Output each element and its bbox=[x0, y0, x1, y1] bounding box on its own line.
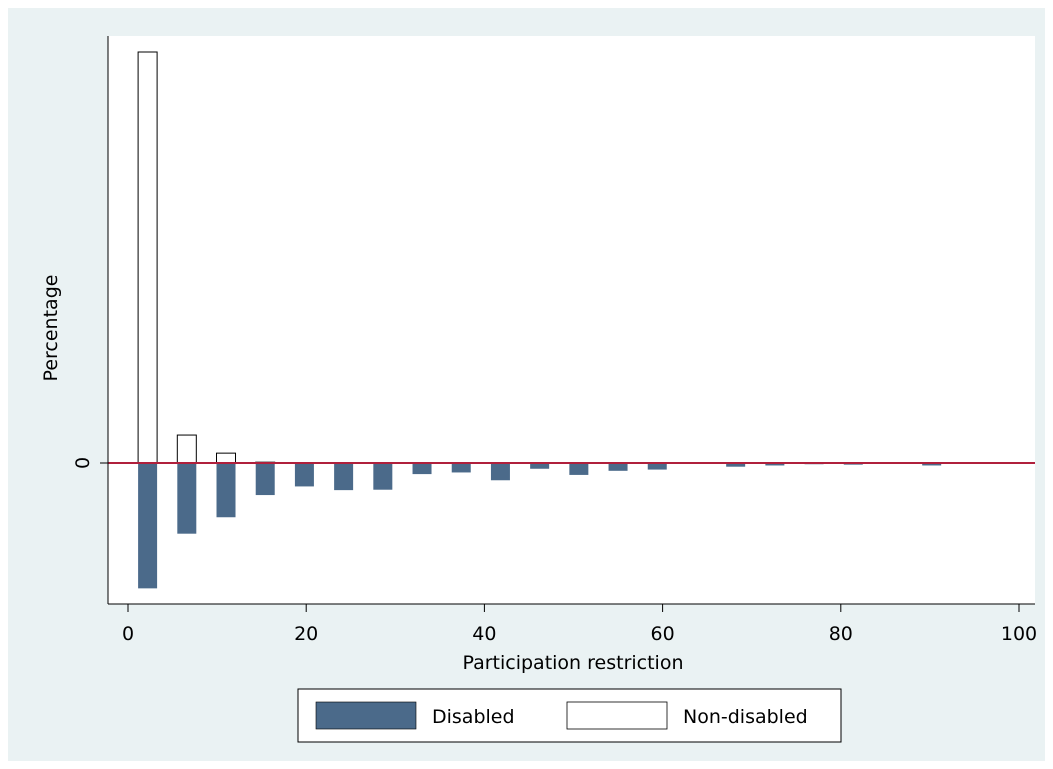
axes bbox=[107, 36, 1035, 605]
legend-swatch-non-disabled bbox=[566, 701, 668, 730]
y-ticks: 0 bbox=[72, 457, 108, 469]
disabled-bar-15 bbox=[726, 463, 746, 467]
legend: Disabled Non-disabled bbox=[297, 688, 842, 743]
disabled-bar-16 bbox=[765, 463, 785, 466]
x-tick-label-40: 40 bbox=[472, 623, 496, 645]
disabled-bar-8 bbox=[451, 463, 471, 473]
x-tick-label-60: 60 bbox=[651, 623, 675, 645]
non-disabled-bars bbox=[137, 51, 354, 464]
disabled-bar-1 bbox=[177, 463, 197, 534]
disabled-bar-11 bbox=[569, 463, 589, 475]
disabled-bar-13 bbox=[647, 463, 667, 470]
y-tick-label-0: 0 bbox=[72, 457, 94, 469]
disabled-bar-20 bbox=[922, 463, 942, 466]
x-ticks: 0 20 40 60 80 100 bbox=[122, 604, 1037, 645]
non-disabled-bar-0 bbox=[137, 51, 158, 464]
legend-swatch-disabled bbox=[315, 701, 417, 730]
x-tick-label-0: 0 bbox=[122, 623, 134, 645]
legend-label-non-disabled: Non-disabled bbox=[683, 706, 808, 728]
legend-label-disabled: Disabled bbox=[432, 706, 515, 728]
non-disabled-bar-1 bbox=[176, 434, 197, 464]
disabled-bar-4 bbox=[294, 463, 314, 487]
x-tick-label-80: 80 bbox=[829, 623, 853, 645]
disabled-bar-2 bbox=[216, 463, 236, 518]
chart-background: 0 20 40 60 80 100 0 Participation restriction… bbox=[8, 8, 1045, 761]
x-axis-title: Participation restriction bbox=[462, 652, 683, 674]
bar-chart: 0 20 40 60 80 100 0 Participation restriction… bbox=[40, 36, 1037, 743]
plot-area bbox=[108, 36, 1035, 604]
disabled-bar-10 bbox=[530, 463, 550, 469]
disabled-bar-5 bbox=[334, 463, 354, 491]
non-disabled-bar-2 bbox=[216, 452, 237, 464]
disabled-bar-7 bbox=[412, 463, 432, 475]
disabled-bar-3 bbox=[255, 463, 275, 496]
disabled-bar-0 bbox=[138, 463, 158, 589]
disabled-bar-12 bbox=[608, 463, 628, 471]
y-axis-title: Percentage bbox=[40, 275, 62, 382]
x-tick-label-20: 20 bbox=[294, 623, 318, 645]
x-tick-label-100: 100 bbox=[1001, 623, 1037, 645]
disabled-bars bbox=[138, 463, 942, 589]
disabled-bar-6 bbox=[373, 463, 393, 490]
disabled-bar-9 bbox=[490, 463, 510, 481]
